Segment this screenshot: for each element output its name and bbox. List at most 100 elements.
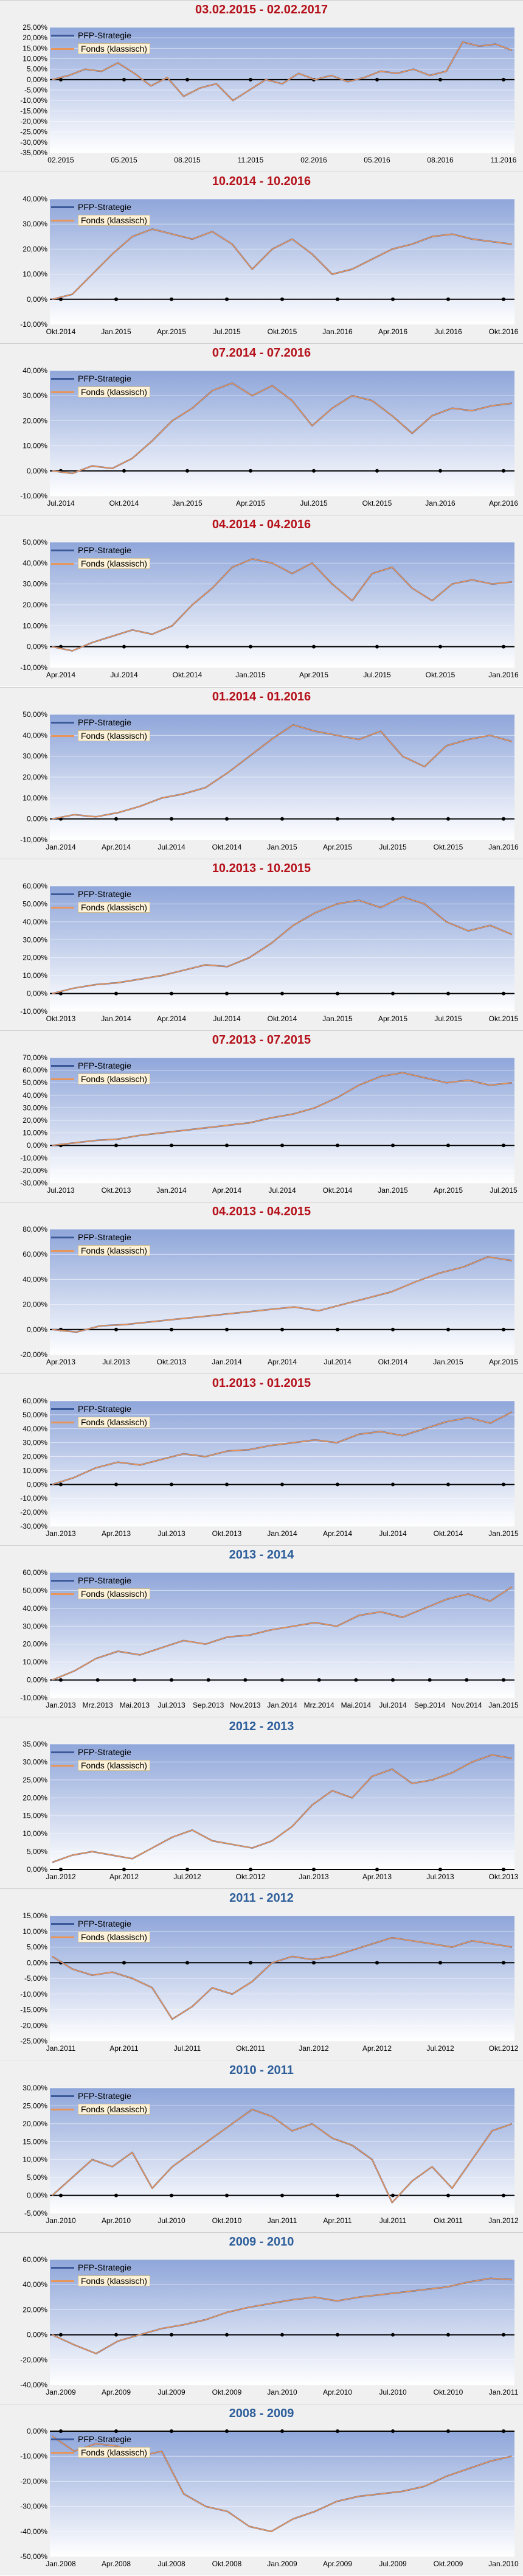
chart-svg: 60,00%40,00%20,00%0,00%-20,00%-40,00%Jan… — [20, 2255, 518, 2396]
y-tick-label: 0,00% — [27, 1676, 47, 1684]
x-tick-mark — [391, 1482, 395, 1487]
x-tick-label: Jul.2012 — [426, 2044, 454, 2053]
chart-svg: 70,00% 60,00% 50,00% 40,00% 30,00% 20,00% 10,0… — [20, 1053, 518, 1195]
x-tick-label: Okt.2015 — [434, 843, 463, 851]
y-tick-label: 20,00% — [23, 1300, 47, 1309]
series-line-fund — [52, 1072, 513, 1147]
y-tick-label: -30,00% — [20, 138, 47, 147]
x-tick-label: Apr.2011 — [109, 2044, 138, 2053]
legend-label-strategy: PFP-Strategie — [78, 2434, 131, 2444]
x-tick-label: Jan.2014 — [46, 843, 76, 851]
x-tick-label: Okt.2009 — [434, 2560, 463, 2568]
x-tick-mark — [446, 2429, 450, 2433]
x-tick-mark — [465, 1678, 469, 1682]
legend-swatch-fund — [51, 219, 74, 222]
y-tick-label: 30,00% — [23, 1757, 47, 1766]
x-tick-mark — [280, 2429, 284, 2433]
x-tick-label: Jan.2014 — [267, 1701, 297, 1709]
x-tick-label: Jul.2015 — [490, 1186, 518, 1195]
chart-panel: 35,00% 30,00% 25,00% 20,00% 15,00% 10,00% 5,00… — [0, 1717, 523, 1888]
x-tick-mark — [170, 2333, 173, 2337]
x-tick-mark — [446, 2193, 450, 2197]
x-tick-label: 11.2016 — [491, 156, 517, 164]
x-tick-mark — [59, 2333, 63, 2337]
y-tick-label: 0,00% — [27, 75, 47, 84]
x-tick-mark — [114, 2333, 118, 2337]
x-tick-mark — [170, 2193, 173, 2197]
x-tick-mark — [502, 1678, 505, 1682]
x-tick-mark — [249, 1961, 252, 1965]
series-line-fund — [52, 382, 513, 474]
x-tick-mark — [391, 991, 395, 996]
x-tick-mark — [391, 297, 395, 301]
series-line-fund — [52, 41, 513, 102]
chart-title: 10.2013 - 10.2015 — [212, 862, 311, 875]
legend-swatch-fund — [51, 1764, 74, 1767]
legend-label-fund: Fonds (klassisch) — [78, 1417, 150, 1428]
legend-label-strategy: PFP-Strategie — [78, 202, 131, 212]
x-tick-mark — [502, 297, 505, 301]
y-tick-label: 40,00% — [23, 559, 47, 567]
x-tick-mark — [438, 644, 442, 649]
legend-swatch-strategy — [51, 549, 74, 551]
legend-item-fund: Fonds (klassisch) — [51, 1587, 150, 1600]
x-tick-label: Apr.2010 — [102, 2216, 131, 2225]
x-tick-mark — [59, 297, 63, 301]
x-tick-label: Mrz.2014 — [304, 1701, 334, 1709]
legend-swatch-strategy — [51, 1408, 74, 1410]
x-tick-label: Apr.2013 — [362, 1873, 392, 1881]
legend-label-fund: Fonds (klassisch) — [78, 1073, 150, 1084]
x-tick-label: Apr.2015 — [157, 327, 186, 336]
x-tick-label: Jan.2013 — [46, 1529, 76, 1538]
legend-label-strategy: PFP-Strategie — [78, 1747, 131, 1757]
x-tick-mark — [170, 1482, 173, 1487]
x-tick-label: Jan.2015 — [101, 327, 131, 336]
x-tick-mark — [114, 1143, 118, 1148]
x-tick-label: Jul.2010 — [158, 2216, 185, 2225]
x-tick-mark — [280, 2333, 284, 2337]
legend-label-fund: Fonds (klassisch) — [78, 1932, 150, 1942]
chart-legend: PFP-Strategie Fonds (klassisch) — [51, 2432, 150, 2459]
x-tick-mark — [170, 817, 173, 821]
x-tick-label: Apr.2015 — [323, 843, 352, 851]
legend-label-strategy: PFP-Strategie — [78, 2263, 131, 2272]
x-tick-mark — [391, 1143, 395, 1148]
y-tick-label: 60,00% — [23, 1250, 47, 1258]
legend-swatch-strategy — [51, 2095, 74, 2097]
x-tick-label: 08.2016 — [427, 156, 454, 164]
chart-svg: 40,00%30,00%20,00%10,00%0,00%-10,00%Okt.… — [20, 195, 518, 336]
y-tick-label: 20,00% — [23, 416, 47, 425]
legend-item-strategy: PFP-Strategie — [51, 372, 150, 385]
legend-label-fund: Fonds (klassisch) — [78, 1245, 150, 1256]
y-tick-label: 10,00% — [23, 1829, 47, 1838]
x-tick-mark — [185, 1961, 189, 1965]
x-tick-label: 11.2015 — [238, 156, 264, 164]
x-tick-mark — [446, 1143, 450, 1148]
x-tick-label: Sep.2013 — [193, 1701, 224, 1709]
x-tick-label: Apr.2009 — [323, 2560, 352, 2568]
x-tick-label: Jan.2014 — [101, 1014, 131, 1023]
y-tick-label: 20,00% — [23, 601, 47, 609]
chart-panel: 50,00% 40,00% 30,00% 20,00% 10,00% 0,00% -10,0… — [0, 515, 523, 686]
x-tick-mark — [185, 1868, 189, 1871]
legend-label-fund: Fonds (klassisch) — [78, 1760, 150, 1771]
chart-svg: 50,00% 40,00% 30,00% 20,00% 10,00% 0,00% -10,0… — [20, 538, 519, 679]
chart-svg: 30,00% 25,00% 20,00% 15,00% 10,00% 5,00% 0,00%… — [23, 2084, 519, 2225]
y-tick-label: 20,00% — [23, 33, 47, 42]
x-tick-mark — [280, 817, 284, 821]
x-tick-label: Apr.2015 — [434, 1186, 463, 1195]
x-tick-mark — [446, 2333, 450, 2337]
y-tick-label: 10,00% — [23, 2155, 47, 2164]
x-tick-mark — [114, 1327, 118, 1332]
y-tick-label: 0,00% — [27, 1141, 47, 1150]
legend-label-strategy: PFP-Strategie — [78, 889, 131, 899]
chart-panel: 80,00% 60,00% 40,00% 20,00% 0,00% -20,00% Apr.… — [0, 1202, 523, 1374]
x-tick-label: Jul.2011 — [379, 2216, 407, 2225]
y-tick-label: 20,00% — [23, 2120, 47, 2128]
x-tick-label: Apr.2014 — [323, 1529, 352, 1538]
x-tick-mark — [446, 991, 450, 996]
y-tick-label: 25,00% — [23, 2101, 47, 2110]
x-tick-mark — [391, 2193, 395, 2197]
chart-legend: PFP-Strategie Fonds (klassisch) — [51, 1574, 150, 1600]
legend-item-fund: Fonds (klassisch) — [51, 42, 150, 55]
